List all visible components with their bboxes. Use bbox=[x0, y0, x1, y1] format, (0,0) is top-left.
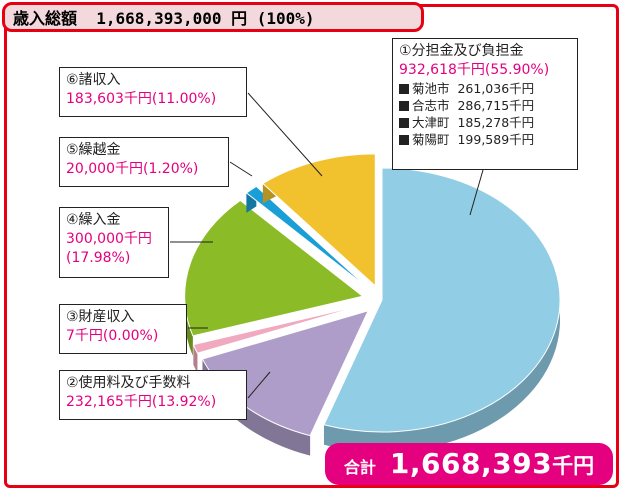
label-box-slice-3: ③財産収入 7千円(0.00%) bbox=[59, 304, 187, 354]
total-badge: 合計 1,668,393 千円 bbox=[325, 443, 613, 485]
total-label: 合計 bbox=[343, 458, 376, 477]
slice-3-value: 7千円(0.00%) bbox=[66, 328, 159, 344]
pie-slice-3 bbox=[192, 304, 364, 354]
slice-6-name: ⑥諸収入 bbox=[66, 72, 121, 88]
breakdown-row: 大津町 185,278千円 bbox=[399, 114, 571, 131]
slice-5-name: ⑤繰越金 bbox=[66, 142, 121, 158]
label-box-slice-4: ④繰入金 300,000千円 (17.98%) bbox=[59, 207, 169, 278]
breakdown-name: 菊池市 bbox=[412, 81, 450, 96]
slice-1-name: ①分担金及び負担金 bbox=[399, 43, 524, 59]
breakdown-row: 菊池市 261,036千円 bbox=[399, 80, 571, 97]
breakdown-name: 合志市 bbox=[412, 98, 450, 113]
square-bullet-icon bbox=[399, 84, 409, 94]
breakdown-name: 菊陽町 bbox=[412, 132, 450, 147]
pie-slice-1 bbox=[323, 167, 561, 433]
breakdown-value: 185,278千円 bbox=[457, 115, 535, 130]
pie-slice-5 bbox=[245, 185, 370, 290]
slice-2-value: 232,165千円(13.92%) bbox=[66, 394, 217, 410]
label-box-slice-6: ⑥諸収入 183,603千円(11.00%) bbox=[59, 67, 247, 117]
breakdown-name: 大津町 bbox=[412, 115, 450, 130]
breakdown-row: 合志市 286,715千円 bbox=[399, 97, 571, 114]
square-bullet-icon bbox=[399, 118, 409, 128]
slice-1-value: 932,618千円(55.90%) bbox=[399, 62, 550, 78]
breakdown-row: 菊陽町 199,589千円 bbox=[399, 131, 571, 148]
square-bullet-icon bbox=[399, 101, 409, 111]
leader-line-1 bbox=[469, 169, 484, 216]
total-unit: 千円 bbox=[552, 454, 595, 478]
breakdown-value: 261,036千円 bbox=[457, 81, 535, 96]
slice-4-percent: (17.98%) bbox=[66, 250, 131, 266]
leader-line-2 bbox=[247, 92, 323, 177]
label-box-slice-5: ⑤繰越金 20,000千円(1.20%) bbox=[59, 137, 229, 187]
pie-slice-side-2 bbox=[202, 359, 311, 456]
leader-line-6 bbox=[247, 371, 271, 399]
square-bullet-icon bbox=[399, 135, 409, 145]
label-box-slice-2: ②使用料及び手数料 232,165千円(13.92%) bbox=[59, 370, 247, 420]
pie-slice-4 bbox=[184, 199, 364, 337]
pie-slice-6 bbox=[262, 153, 376, 287]
slice-2-name: ②使用料及び手数料 bbox=[66, 375, 191, 391]
slice-3-name: ③財産収入 bbox=[66, 309, 135, 325]
total-value: 1,668,393 bbox=[389, 447, 553, 480]
slice-4-name: ④繰入金 bbox=[66, 212, 121, 228]
label-box-slice-1: ①分担金及び負担金 932,618千円(55.90%) 菊池市 261,036千… bbox=[392, 38, 578, 170]
slice-6-value: 183,603千円(11.00%) bbox=[66, 91, 217, 107]
slice-4-value: 300,000千円 bbox=[66, 231, 152, 247]
breakdown-value: 286,715千円 bbox=[457, 98, 535, 113]
page-title: 歳入総額 1,668,393,000 円 (100%) bbox=[2, 2, 424, 32]
leader-line-3 bbox=[229, 161, 253, 177]
breakdown-value: 199,589千円 bbox=[457, 132, 535, 147]
slice-5-value: 20,000千円(1.20%) bbox=[66, 161, 199, 177]
